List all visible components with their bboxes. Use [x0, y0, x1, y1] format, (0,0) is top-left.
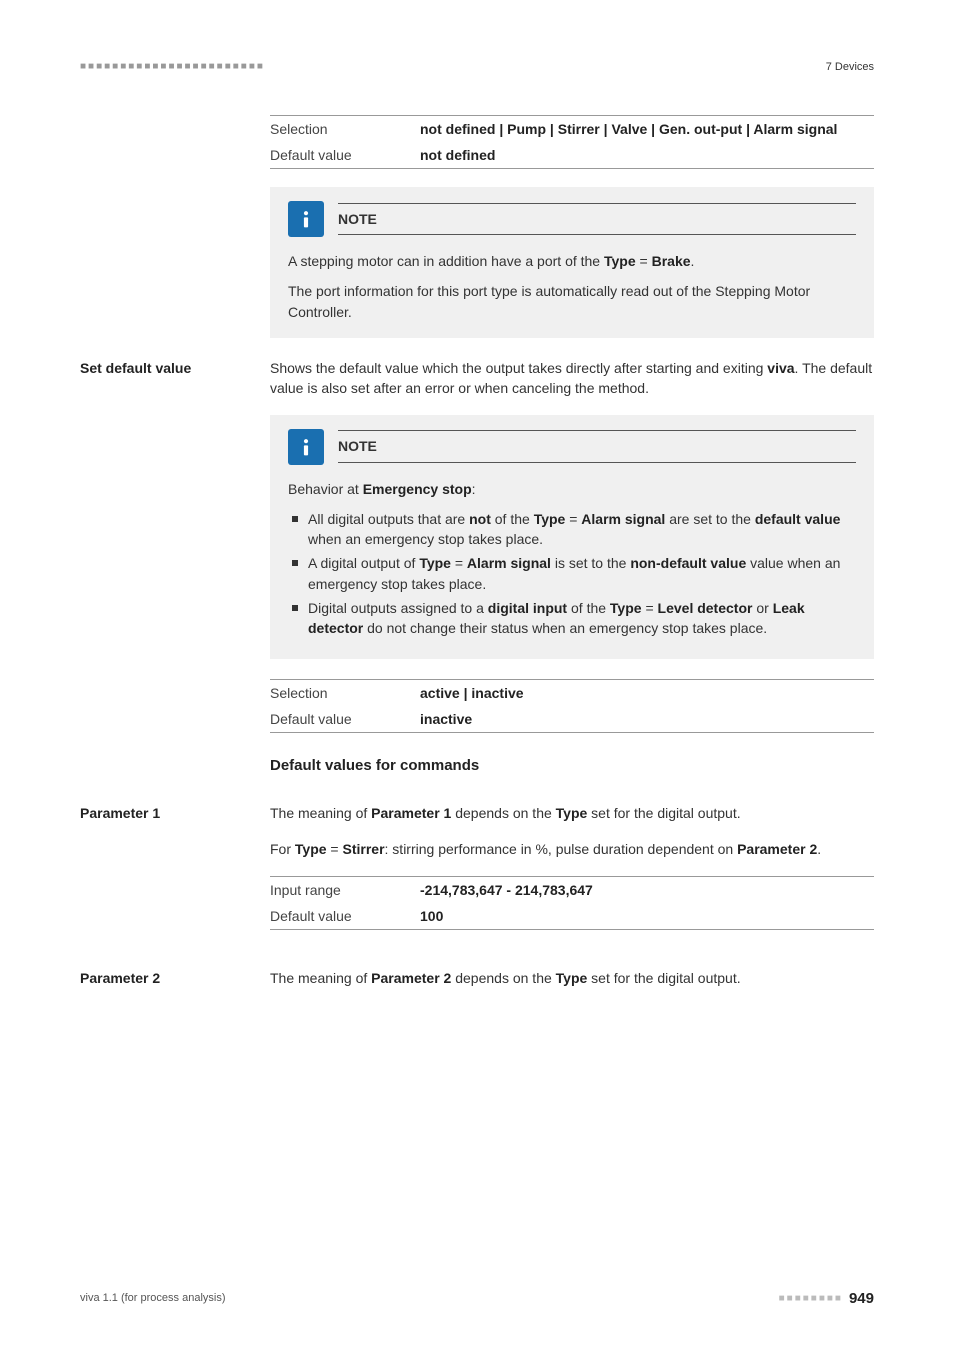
body-text: Shows the default value which the output…	[270, 358, 874, 399]
row-value: not defined | Pump | Stirrer | Valve | G…	[420, 119, 874, 139]
footer-left: viva 1.1 (for process analysis)	[80, 1291, 226, 1307]
note-box: NOTE Behavior at Emergency stop: All dig…	[270, 415, 874, 659]
note-title: NOTE	[338, 211, 377, 227]
note-title: NOTE	[338, 438, 377, 454]
table-row: Default value 100	[270, 903, 874, 929]
page-number: 949	[849, 1288, 874, 1310]
note-text: The port information for this port type …	[288, 281, 856, 322]
list-item: All digital outputs that are not of the …	[288, 509, 856, 550]
row-key: Default value	[270, 709, 420, 729]
selection-table: Selection not defined | Pump | Stirrer |…	[270, 115, 874, 170]
header-dashes: ■■■■■■■■■■■■■■■■■■■■■■■	[80, 60, 874, 75]
row-value: active | inactive	[420, 683, 874, 703]
note-text: Behavior at Emergency stop:	[288, 479, 856, 499]
row-value: not defined	[420, 145, 874, 165]
info-icon	[288, 201, 324, 237]
note-text: A stepping motor can in addition have a …	[288, 251, 856, 271]
footer-dashes: ■■■■■■■■	[779, 1292, 843, 1307]
list-item: A digital output of Type = Alarm signal …	[288, 553, 856, 594]
info-icon	[288, 429, 324, 465]
row-key: Default value	[270, 145, 420, 165]
row-value: inactive	[420, 709, 874, 729]
row-key: Selection	[270, 119, 420, 139]
table-row: Selection not defined | Pump | Stirrer |…	[270, 116, 874, 142]
table-row: Input range -214,783,647 - 214,783,647	[270, 877, 874, 903]
row-key: Selection	[270, 683, 420, 703]
section-heading-defaults: Default values for commands	[270, 755, 874, 777]
table-row: Default value not defined	[270, 142, 874, 168]
row-key: Input range	[270, 880, 420, 900]
breadcrumb: 7 Devices	[826, 60, 874, 76]
table-row: Selection active | inactive	[270, 680, 874, 706]
note-box: NOTE A stepping motor can in addition ha…	[270, 187, 874, 338]
body-text: The meaning of Parameter 2 depends on th…	[270, 968, 874, 988]
side-label-set-default: Set default value	[80, 358, 255, 378]
table-row: Default value inactive	[270, 706, 874, 732]
row-key: Default value	[270, 906, 420, 926]
selection-table-2: Selection active | inactive Default valu…	[270, 679, 874, 734]
row-value: -214,783,647 - 214,783,647	[420, 880, 874, 900]
side-label-parameter-1: Parameter 1	[80, 803, 255, 823]
list-item: Digital outputs assigned to a digital in…	[288, 598, 856, 639]
side-label-parameter-2: Parameter 2	[80, 968, 255, 988]
row-value: 100	[420, 906, 874, 926]
body-text: The meaning of Parameter 1 depends on th…	[270, 803, 874, 823]
param1-table: Input range -214,783,647 - 214,783,647 D…	[270, 876, 874, 931]
body-text: For Type = Stirrer: stirring performance…	[270, 839, 874, 859]
